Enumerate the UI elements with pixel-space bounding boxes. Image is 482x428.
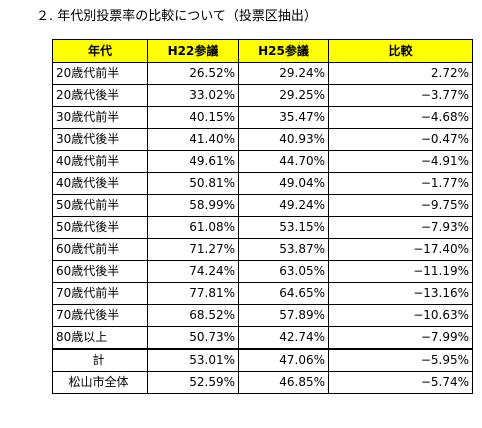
h25-cell: 42.74% [238,326,329,350]
table-row: 50歳代前半 58.99% 49.24% −9.75% [52,194,473,217]
city-h22-cell: 52.59% [147,371,239,394]
h22-cell: 50.73% [147,326,239,350]
h25-cell: 35.47% [238,106,329,129]
table-row: 60歳代後半 74.24% 63.05% −11.19% [52,260,473,283]
h22-cell: 40.15% [147,106,239,129]
h22-cell: 58.99% [147,194,239,217]
h22-cell: 26.52% [147,62,239,85]
h22-cell: 68.52% [147,304,239,327]
table-row: 70歳代前半 77.81% 64.65% −13.16% [52,282,473,305]
table-row: 20歳代後半 33.02% 29.25% −3.77% [52,84,473,107]
page-title: ２. 年代別投票率の比較について（投票区抽出） [36,9,317,24]
table-row: 40歳代後半 50.81% 49.04% −1.77% [52,172,473,195]
total-diff-cell: −5.95% [328,348,473,372]
h25-cell: 29.25% [238,84,329,107]
diff-cell: −10.63% [328,304,473,327]
h22-cell: 77.81% [147,282,239,305]
h22-cell: 71.27% [147,238,239,261]
age-group-cell: 60歳代前半 [52,238,148,261]
h25-cell: 53.15% [238,216,329,239]
turnout-comparison-table: 年代 H22参議 H25参議 比較 20歳代前半 26.52% 29.24% 2… [52,39,473,394]
age-group-cell: 20歳代前半 [52,62,148,85]
h22-cell: 74.24% [147,260,239,283]
total-h22-cell: 53.01% [147,348,239,372]
diff-cell: −3.77% [328,84,473,107]
h22-cell: 49.61% [147,150,239,173]
diff-cell: −7.99% [328,326,473,350]
h25-cell: 29.24% [238,62,329,85]
age-group-cell: 40歳代前半 [52,150,148,173]
header-h25: H25参議 [238,39,329,63]
h25-cell: 64.65% [238,282,329,305]
h22-cell: 41.40% [147,128,239,151]
table-body: 20歳代前半 26.52% 29.24% 2.72% 20歳代後半 33.02%… [52,62,473,394]
table-row: 30歳代後半 41.40% 40.93% −0.47% [52,128,473,151]
h25-cell: 57.89% [238,304,329,327]
diff-cell: −0.47% [328,128,473,151]
diff-cell: −7.93% [328,216,473,239]
diff-cell: −1.77% [328,172,473,195]
header-comparison: 比較 [328,39,473,63]
table-row: 20歳代前半 26.52% 29.24% 2.72% [52,62,473,85]
h25-cell: 53.87% [238,238,329,261]
table-header: 年代 H22参議 H25参議 比較 [52,39,473,63]
age-group-cell: 40歳代後半 [52,172,148,195]
diff-cell: 2.72% [328,62,473,85]
diff-cell: −11.19% [328,260,473,283]
age-group-cell: 70歳代前半 [52,282,148,305]
table-row: 50歳代後半 61.08% 53.15% −7.93% [52,216,473,239]
h25-cell: 44.70% [238,150,329,173]
header-row: 年代 H22参議 H25参議 比較 [52,39,473,63]
h25-cell: 49.04% [238,172,329,195]
diff-cell: −4.91% [328,150,473,173]
total-row: 計 53.01% 47.06% −5.95% [52,348,473,372]
table-row: 40歳代前半 49.61% 44.70% −4.91% [52,150,473,173]
h22-cell: 33.02% [147,84,239,107]
city-total-row: 松山市全体 52.59% 46.85% −5.74% [52,371,473,394]
city-diff-cell: −5.74% [328,371,473,394]
table-row: 80歳以上 50.73% 42.74% −7.99% [52,326,473,350]
h25-cell: 63.05% [238,260,329,283]
header-h22: H22参議 [147,39,239,63]
h25-cell: 49.24% [238,194,329,217]
table-row: 60歳代前半 71.27% 53.87% −17.40% [52,238,473,261]
diff-cell: −4.68% [328,106,473,129]
diff-cell: −13.16% [328,282,473,305]
age-group-cell: 70歳代後半 [52,304,148,327]
age-group-cell: 60歳代後半 [52,260,148,283]
age-group-cell: 30歳代後半 [52,128,148,151]
age-group-cell: 30歳代前半 [52,106,148,129]
h25-cell: 40.93% [238,128,329,151]
h22-cell: 61.08% [147,216,239,239]
age-group-cell: 50歳代後半 [52,216,148,239]
total-h25-cell: 47.06% [238,348,329,372]
diff-cell: −17.40% [328,238,473,261]
total-label-cell: 計 [52,348,148,372]
city-h25-cell: 46.85% [238,371,329,394]
diff-cell: −9.75% [328,194,473,217]
table-row: 30歳代前半 40.15% 35.47% −4.68% [52,106,473,129]
h22-cell: 50.81% [147,172,239,195]
age-group-cell: 80歳以上 [52,326,148,350]
age-group-cell: 50歳代前半 [52,194,148,217]
header-age-group: 年代 [52,39,148,63]
age-group-cell: 20歳代後半 [52,84,148,107]
city-label-cell: 松山市全体 [52,371,148,394]
table-row: 70歳代後半 68.52% 57.89% −10.63% [52,304,473,327]
